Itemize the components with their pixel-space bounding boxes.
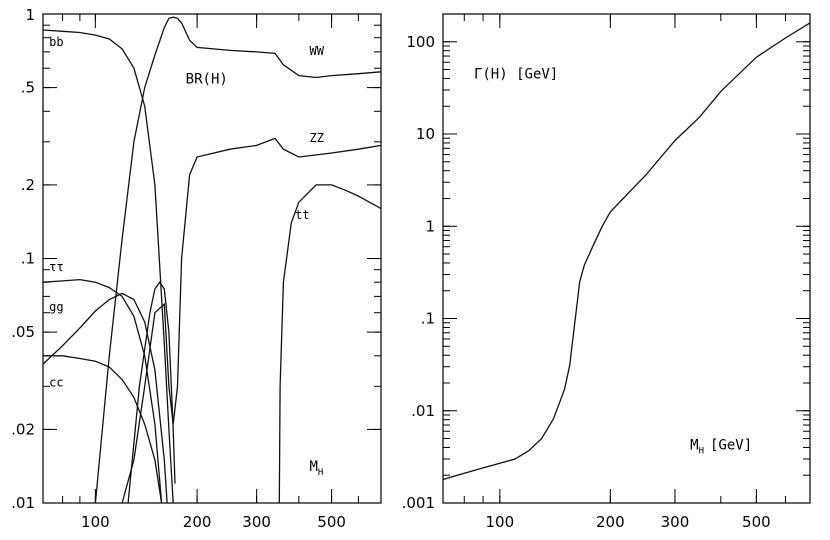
plot-frame	[442, 13, 811, 504]
x-tick-label: 200	[183, 513, 212, 531]
y-tick-label: .2	[21, 176, 35, 194]
x-axis-label: MH	[309, 459, 323, 478]
y-tick-label: .02	[11, 420, 35, 438]
x-tick-label: 100	[81, 513, 110, 531]
chart-title: Γ(H) [GeV]	[474, 66, 558, 82]
series-line-gg	[42, 292, 168, 504]
y-tick-label: .05	[11, 323, 35, 341]
x-axis-label: MH [GeV]	[690, 438, 752, 457]
x-tick-label: 100	[486, 513, 515, 531]
y-tick-label: .1	[421, 310, 435, 328]
y-tick-label: .1	[21, 250, 35, 268]
total-width-panel: 100 200 300 500 100 10 1 .1 .01 .001 Γ(H) [GeV] MH[…	[402, 13, 811, 531]
curve-label-ww: WW	[309, 44, 324, 58]
series-line-tt	[278, 184, 382, 504]
y-tick-label: 100	[406, 33, 435, 51]
branching-ratio-panel: 100 200 300 500 1 .5 .2 .1 .05 .02 .01 bb ττ gg cc WW ZZ…	[11, 6, 382, 531]
series-line-bb	[42, 29, 174, 504]
chart-title: BR(H)	[186, 71, 228, 87]
curve-label-zz: ZZ	[309, 131, 323, 145]
series-line-zz	[121, 137, 382, 504]
curve-label-bb: bb	[49, 35, 63, 49]
x-tick-label: 300	[661, 513, 690, 531]
y-tick-label: .01	[11, 494, 35, 512]
y-tick-label: .001	[402, 494, 435, 512]
series-line-like	[127, 281, 176, 504]
curve-label-tt: tt	[295, 208, 309, 222]
x-tick-label: 200	[596, 513, 625, 531]
y-tick-label: 1	[425, 217, 435, 235]
x-tick-label: 500	[317, 513, 346, 531]
x-tick-label: 500	[742, 513, 771, 531]
y-tick-label: .01	[411, 402, 435, 420]
curve-label-gg: gg	[49, 300, 63, 314]
series-line-ww	[94, 16, 382, 504]
curve-label-cc: cc	[49, 375, 63, 389]
series-line-cc	[43, 355, 163, 504]
y-tick-label: .5	[21, 79, 35, 97]
y-tick-label: 10	[416, 125, 435, 143]
y-tick-label: 1	[25, 6, 35, 24]
series-line-h	[442, 22, 811, 481]
x-tick-label: 300	[242, 513, 271, 531]
curve-label-series: ττ	[49, 260, 63, 274]
